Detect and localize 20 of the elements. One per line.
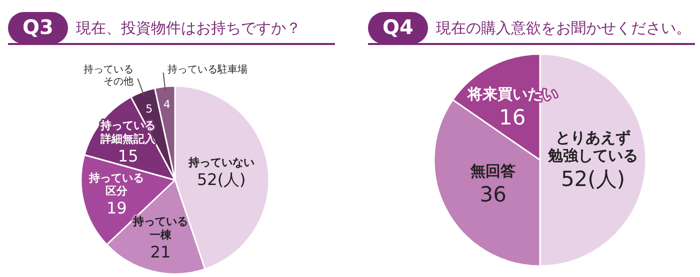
data-label: 36 bbox=[480, 182, 506, 206]
chart-title: 現在、投資物件はお持ちですか？ bbox=[76, 19, 301, 38]
data-label: 15 bbox=[118, 146, 138, 166]
slice-label: 持っている区分 bbox=[88, 171, 144, 198]
data-label: 21 bbox=[150, 242, 171, 262]
data-label: 19 bbox=[106, 199, 127, 218]
slice-label: とりあえず勉強している bbox=[547, 128, 638, 165]
text: Q4 bbox=[382, 15, 414, 40]
slice-label: 持っているその他 bbox=[84, 63, 134, 88]
slice-label: 持っていない bbox=[187, 156, 254, 169]
slice-label: 持っている一棟 bbox=[132, 215, 188, 242]
slice-label: 持っている駐車場 bbox=[167, 63, 248, 76]
data-label: 16 bbox=[499, 105, 526, 130]
slice-label: 無回答 bbox=[470, 162, 516, 180]
data-label: 52(人) bbox=[560, 166, 626, 191]
data-label: 52(人) bbox=[196, 170, 246, 190]
text: Q3 bbox=[22, 15, 54, 40]
chart-title: 現在の購入意欲をお聞かせください。 bbox=[436, 19, 691, 38]
data-label: 4 bbox=[163, 98, 170, 112]
data-label: 5 bbox=[146, 102, 153, 116]
